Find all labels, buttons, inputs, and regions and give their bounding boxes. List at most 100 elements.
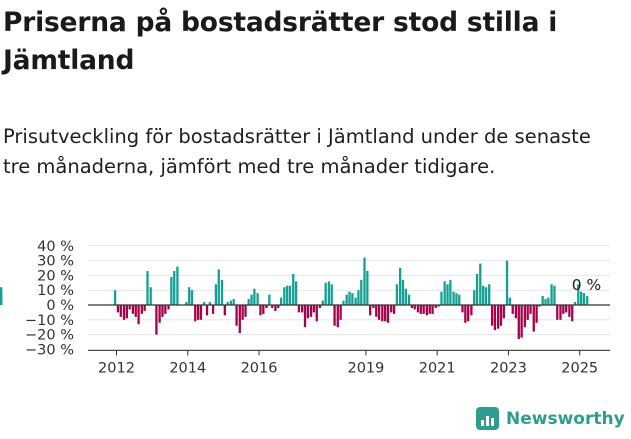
bar — [235, 305, 238, 326]
bar — [268, 294, 271, 305]
newsworthy-logo: Newsworthy — [476, 407, 625, 430]
x-tick-label: 2025 — [561, 360, 598, 376]
bar — [556, 305, 559, 320]
bar — [161, 305, 164, 317]
bar — [366, 270, 369, 305]
bar — [461, 305, 464, 313]
bar — [384, 305, 387, 322]
bar — [342, 300, 345, 305]
bar — [259, 305, 262, 316]
bar — [381, 305, 384, 322]
bar — [348, 291, 351, 305]
bar — [416, 305, 420, 313]
chart-title: Priserna på bostadsrätter stod stilla i … — [3, 7, 558, 76]
bar — [262, 305, 265, 314]
bar — [586, 296, 589, 305]
bar — [550, 284, 553, 305]
bar — [312, 305, 316, 313]
x-tick-label: 2021 — [419, 360, 456, 376]
bar — [134, 305, 137, 317]
bar — [199, 305, 203, 320]
bar — [241, 305, 244, 320]
bar — [532, 305, 535, 332]
y-tick-label: 30 % — [37, 254, 74, 270]
bar — [514, 305, 518, 319]
brand-name: Newsworthy — [506, 408, 625, 429]
bar — [496, 305, 500, 329]
bar — [484, 287, 488, 305]
bar-series — [0, 257, 589, 340]
bar — [336, 305, 339, 328]
bar — [428, 305, 431, 314]
bar — [375, 305, 378, 317]
bar — [401, 279, 405, 305]
bar — [520, 305, 523, 338]
bar — [128, 305, 131, 310]
y-tick-label: 40 % — [37, 239, 74, 255]
bar — [140, 305, 143, 314]
bar — [571, 305, 574, 322]
bar — [464, 305, 467, 323]
bar — [211, 305, 215, 314]
bar — [131, 305, 135, 314]
bar — [279, 297, 283, 305]
bar — [306, 305, 309, 319]
bar — [283, 287, 286, 305]
bar — [568, 305, 571, 317]
bar — [256, 293, 259, 305]
bar — [188, 287, 191, 305]
y-tick-label: −10 % — [25, 313, 74, 329]
bar — [475, 273, 479, 305]
bar — [390, 305, 393, 313]
bar — [125, 305, 128, 319]
bar — [220, 279, 224, 305]
bar — [119, 305, 122, 317]
bar — [167, 305, 170, 310]
bar — [253, 288, 256, 305]
bar — [565, 305, 568, 313]
bar — [455, 293, 458, 305]
bar — [458, 294, 461, 305]
bar — [577, 284, 580, 305]
latest-value-annotation: 0 % — [572, 276, 602, 294]
bar — [196, 305, 200, 320]
bar — [446, 284, 449, 305]
bar — [473, 290, 476, 305]
bar — [410, 305, 414, 308]
bar — [333, 305, 336, 326]
bar — [250, 294, 253, 305]
bar — [443, 281, 446, 305]
bar — [392, 305, 396, 314]
bar — [155, 305, 158, 335]
x-tick-label: 2016 — [241, 360, 278, 376]
bar — [345, 294, 348, 305]
bar — [505, 260, 509, 305]
bar — [529, 305, 532, 314]
bar — [238, 305, 241, 334]
bar — [351, 293, 354, 305]
bar — [482, 285, 485, 305]
bar — [274, 305, 277, 311]
bar — [303, 305, 307, 328]
bar — [232, 299, 235, 305]
bar — [357, 290, 360, 305]
y-tick-label: −20 % — [25, 328, 74, 344]
bar — [470, 305, 473, 316]
bar — [422, 305, 425, 314]
bar — [493, 305, 497, 331]
bar — [523, 305, 526, 328]
bar — [137, 305, 140, 325]
bar — [244, 305, 247, 317]
y-tick-label: 10 % — [37, 283, 74, 299]
bar — [229, 300, 233, 305]
bar — [217, 269, 220, 305]
bar — [547, 297, 550, 305]
bar — [330, 284, 333, 305]
bar — [116, 305, 120, 313]
bar — [170, 276, 173, 305]
bar — [579, 291, 583, 305]
bar — [553, 285, 556, 305]
bar — [369, 305, 372, 316]
y-tick-label: 0 % — [46, 298, 74, 314]
bar — [205, 305, 209, 316]
